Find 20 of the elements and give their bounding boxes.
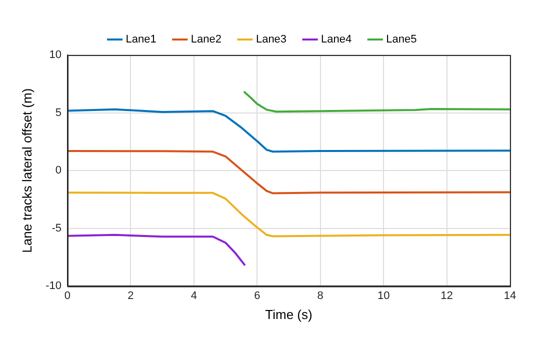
y-tick-label: 10 xyxy=(49,49,62,62)
x-tick-label: 2 xyxy=(128,290,134,302)
y-tick-label: 0 xyxy=(55,164,62,177)
legend-label: Lane5 xyxy=(386,34,417,46)
x-tick-label: 0 xyxy=(64,290,71,302)
x-tick-label: 4 xyxy=(190,290,197,302)
legend-label: Lane4 xyxy=(321,34,352,46)
legend-label: Lane3 xyxy=(256,34,287,46)
y-axis-title: Lane tracks lateral offset (m) xyxy=(19,88,34,253)
x-tick-label: 8 xyxy=(317,290,324,302)
x-axis-title: Time (s) xyxy=(265,306,312,322)
x-tick-label: 14 xyxy=(504,290,516,302)
y-tick-label: -5 xyxy=(52,222,62,234)
x-tick-label: 6 xyxy=(254,290,260,302)
legend-label: Lane2 xyxy=(190,34,222,46)
x-tick-label: 10 xyxy=(377,290,390,302)
x-tick-label: 12 xyxy=(440,290,453,302)
y-tick-label: 5 xyxy=(55,106,62,119)
legend-label: Lane1 xyxy=(126,34,156,46)
y-tick-label: -10 xyxy=(46,280,62,292)
